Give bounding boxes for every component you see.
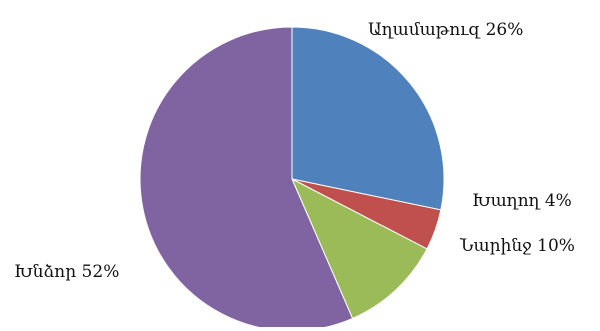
slice-label-orange: Նարինջ 10% <box>459 236 575 256</box>
pie-slices <box>139 26 445 331</box>
pie-labels: Խնձոր 52% Աղամաթուզ 26% Խաղող 4% Նարինջ … <box>14 20 575 282</box>
slice-label-grape: Խաղող 4% <box>472 191 572 211</box>
slice-label-fig: Աղամաթուզ 26% <box>368 20 523 40</box>
pie-slice-fig <box>291 26 445 211</box>
pie-slice-orange <box>290 177 428 320</box>
slice-label-apple: Խնձոր 52% <box>14 262 119 282</box>
